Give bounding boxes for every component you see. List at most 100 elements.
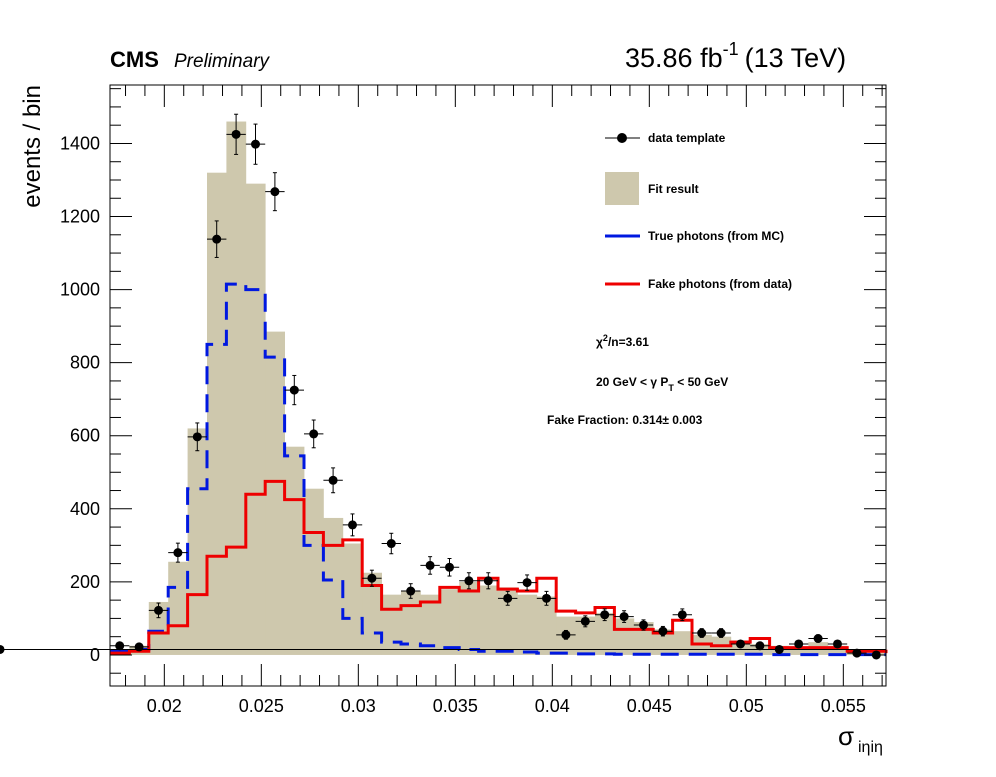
y-axis-title: events / bin <box>19 85 46 208</box>
fit-bar <box>284 446 305 655</box>
data-point <box>711 628 731 638</box>
legend-fit-swatch <box>605 172 639 205</box>
x-tick-label: 0.02 <box>147 696 182 716</box>
legend-label: Fit result <box>648 182 699 196</box>
data-point <box>168 542 188 563</box>
data-marker <box>794 639 804 649</box>
data-point <box>692 628 712 638</box>
data-point <box>420 556 440 575</box>
lumi-value: 35.86 fb <box>625 43 723 73</box>
status-label: Preliminary <box>174 51 271 72</box>
legend-entry-true-photons: True photons (from MC) <box>605 229 784 243</box>
fit-bar <box>304 488 324 655</box>
data-point <box>672 608 692 622</box>
data-marker <box>231 129 241 139</box>
data-marker <box>173 548 183 558</box>
data-point <box>614 610 634 623</box>
data-marker <box>425 560 435 570</box>
axes: 0 200 400 600 800 1000 1200 1400 0.02 0.025 0.03 0.… <box>60 85 886 716</box>
plot-frame <box>109 84 887 687</box>
data-marker <box>212 234 222 244</box>
data-point <box>245 123 266 165</box>
fit-bar <box>381 594 402 655</box>
data-points <box>0 113 886 660</box>
data-marker <box>619 612 629 622</box>
chi2-rest: /n=3.61 <box>608 335 649 349</box>
data-marker <box>852 648 862 658</box>
experiment-label: CMS <box>110 47 159 72</box>
fake-fraction-annotation: Fake Fraction: 0.314± 0.003 <box>547 413 703 427</box>
data-marker <box>134 642 144 652</box>
fit-bar <box>498 587 518 655</box>
data-marker <box>445 562 454 572</box>
fit-bar <box>168 561 188 655</box>
y-tick-label: 400 <box>70 499 100 519</box>
data-point <box>827 639 848 649</box>
data-point <box>207 220 227 258</box>
data-marker <box>522 578 532 588</box>
fit-result-histogram <box>110 121 887 655</box>
fit-bar <box>827 645 848 655</box>
legend-label: data template <box>648 131 726 145</box>
data-point <box>536 590 557 606</box>
x-tick-label: 0.055 <box>821 696 866 716</box>
data-marker <box>386 539 396 549</box>
pt-range-annotation: 20 GeV < γ PT < 50 GeV <box>596 375 728 393</box>
fit-bar <box>148 601 169 655</box>
x-tick-label: 0.04 <box>535 696 570 716</box>
data-point <box>226 113 246 155</box>
data-marker <box>658 626 668 636</box>
data-point <box>362 569 382 587</box>
data-marker <box>464 576 474 586</box>
data-marker <box>813 634 823 644</box>
x-axis-title: σ iηiη <box>838 721 883 756</box>
true-photons-line <box>110 282 886 657</box>
data-marker <box>600 610 610 620</box>
fit-bar <box>459 581 479 655</box>
data-point <box>653 625 673 637</box>
data-point <box>789 639 809 649</box>
data-point <box>808 634 828 644</box>
y-tick-label: 800 <box>70 353 100 373</box>
data-point <box>284 374 304 406</box>
data-point <box>730 639 751 649</box>
data-marker <box>697 628 707 638</box>
data-marker <box>542 593 551 603</box>
x-tick-label: 0.025 <box>239 696 284 716</box>
y-tick-label: 200 <box>70 572 100 592</box>
data-marker <box>0 644 5 654</box>
data-point <box>459 572 479 590</box>
legend-entry-data-template: data template <box>605 131 726 145</box>
fit-bar <box>342 543 363 655</box>
legend-entry-fit-result: Fit result <box>605 172 699 205</box>
x-tick-label: 0.045 <box>627 696 672 716</box>
data-point <box>265 172 285 212</box>
fit-bar <box>226 121 247 655</box>
data-point <box>148 602 169 619</box>
data-point <box>187 422 207 452</box>
energy-label: (13 TeV) <box>745 43 847 73</box>
data-point <box>575 615 595 628</box>
data-point <box>595 608 615 622</box>
data-marker <box>677 610 687 620</box>
legend-entry-fake-photons: Fake photons (from data) <box>605 277 792 291</box>
chi2-base: χ <box>596 335 603 349</box>
data-marker <box>367 573 377 583</box>
data-marker <box>503 593 513 603</box>
y-tick-label: 0 <box>90 645 100 665</box>
data-point <box>556 629 576 640</box>
chi2-annotation: χ2/n=3.61 <box>596 333 649 349</box>
chi2-exponent: 2 <box>603 333 608 343</box>
data-point <box>401 583 421 599</box>
x-tick-label: 0.03 <box>341 696 376 716</box>
lumi-exponent: -1 <box>723 39 739 59</box>
fit-bar <box>187 428 208 655</box>
data-marker <box>328 475 338 485</box>
data-point <box>0 644 886 654</box>
fit-bar <box>517 594 538 655</box>
fit-bar <box>672 631 693 655</box>
fit-bar <box>595 612 615 655</box>
data-marker <box>483 576 493 586</box>
data-marker <box>309 429 319 439</box>
data-marker <box>270 187 280 197</box>
